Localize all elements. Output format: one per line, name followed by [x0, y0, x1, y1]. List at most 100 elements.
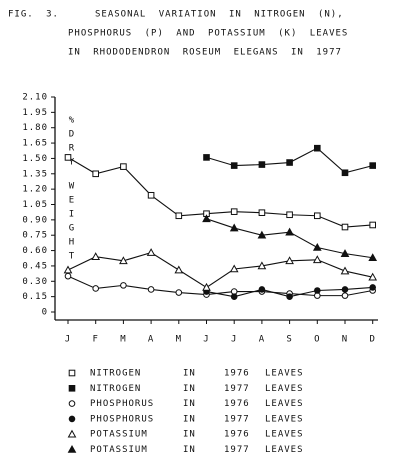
chart-title: SEASONAL VARIATION IN NITROGEN (N),	[95, 10, 344, 20]
y-tick-label: 1.80	[22, 123, 48, 133]
x-tick-label: A	[148, 335, 154, 345]
x-tick-label: M	[120, 335, 126, 345]
marker	[229, 223, 239, 232]
y-axis-label: Y	[69, 158, 75, 168]
y-axis-label: E	[69, 196, 75, 206]
y-tick-label: 0.45	[22, 261, 48, 271]
legend-label: POTASSIUM	[90, 445, 148, 455]
legend-label: IN	[183, 445, 196, 455]
legend-label: LEAVES	[265, 430, 304, 440]
marker	[147, 286, 155, 293]
marker	[341, 169, 349, 177]
marker	[369, 284, 377, 291]
x-tick-label: J	[203, 335, 209, 345]
marker	[64, 272, 72, 280]
marker	[340, 266, 350, 275]
marker	[202, 214, 211, 223]
chart-title: PHOSPHORUS (P) AND POTASSIUM (K) LEAVES	[68, 29, 348, 39]
y-tick-label: 0.75	[22, 231, 48, 241]
marker	[146, 248, 156, 256]
marker	[174, 265, 184, 274]
legend-label: LEAVES	[265, 445, 304, 455]
marker	[64, 154, 72, 161]
x-tick-label: N	[342, 335, 348, 345]
marker	[341, 292, 349, 299]
legend-label: NITROGEN	[90, 384, 141, 394]
y-tick-label: 1.95	[22, 108, 48, 118]
marker	[202, 282, 211, 291]
y-tick-label: 1.35	[22, 169, 48, 179]
legend-label: LEAVES	[265, 399, 304, 409]
marker	[285, 227, 294, 236]
marker	[341, 223, 349, 231]
marker	[91, 252, 101, 261]
legend-label: LEAVES	[265, 369, 304, 379]
y-tick-label: 0.30	[22, 277, 48, 287]
marker	[340, 249, 350, 257]
legend-label: IN	[183, 369, 196, 379]
chart-title: FIG. 3.	[8, 10, 59, 20]
legend-marker	[68, 385, 76, 392]
chart-title: IN RHODODENDRON ROSEUM ELEGANS IN 1977	[68, 48, 342, 58]
marker	[92, 170, 100, 178]
legend-label: 1977	[224, 414, 250, 424]
marker	[230, 208, 238, 215]
y-tick-label: 0.90	[22, 215, 48, 225]
marker	[120, 163, 127, 170]
y-tick-label: 1.20	[22, 185, 48, 195]
legend-marker	[67, 444, 77, 453]
marker	[257, 261, 267, 270]
marker	[258, 209, 266, 216]
y-tick-label: 0.15	[22, 292, 48, 302]
legend-label: NITROGEN	[90, 369, 141, 379]
marker	[175, 289, 183, 296]
marker	[175, 212, 183, 220]
y-tick-label: 0.60	[22, 246, 48, 256]
y-tick-label: 1.65	[22, 139, 48, 149]
marker	[286, 159, 293, 166]
x-tick-label: J	[65, 335, 71, 345]
x-tick-label: J	[231, 335, 237, 345]
marker	[120, 282, 127, 289]
legend-label: LEAVES	[265, 384, 304, 394]
y-tick-label: 0	[42, 308, 48, 318]
legend-marker	[68, 400, 76, 407]
y-tick-label: 2.10	[22, 93, 48, 103]
series-line	[67, 156, 373, 228]
marker	[369, 221, 376, 229]
marker	[63, 265, 73, 274]
marker	[203, 154, 210, 161]
marker	[312, 242, 322, 251]
x-tick-label: D	[369, 335, 375, 345]
legend-marker	[68, 415, 76, 423]
y-tick-label: 1.50	[22, 154, 48, 164]
marker	[285, 256, 294, 265]
series-line	[67, 252, 373, 289]
marker	[147, 191, 155, 199]
y-tick-label: 1.05	[22, 200, 48, 210]
marker	[257, 230, 267, 239]
marker	[230, 162, 238, 169]
legend-label: 1976	[224, 430, 250, 440]
legend-label: IN	[183, 399, 196, 409]
y-axis-label: W	[69, 182, 75, 192]
y-axis-label: R	[69, 144, 75, 154]
legend-label: PHOSPHORUS	[90, 414, 154, 424]
marker	[286, 211, 293, 219]
legend-label: PHOSPHORUS	[90, 399, 154, 409]
marker	[230, 293, 238, 300]
legend-marker	[67, 429, 77, 438]
x-tick-label: O	[314, 335, 320, 345]
marker	[258, 161, 266, 168]
marker	[92, 285, 99, 292]
y-axis-label: G	[69, 224, 75, 234]
legend-label: IN	[183, 430, 196, 440]
y-axis-label: D	[69, 130, 75, 140]
marker	[314, 144, 321, 152]
y-axis-label: I	[69, 210, 75, 220]
x-tick-label: A	[259, 335, 265, 345]
x-tick-label: M	[176, 335, 182, 345]
marker	[369, 162, 376, 169]
legend-label: IN	[183, 414, 196, 424]
